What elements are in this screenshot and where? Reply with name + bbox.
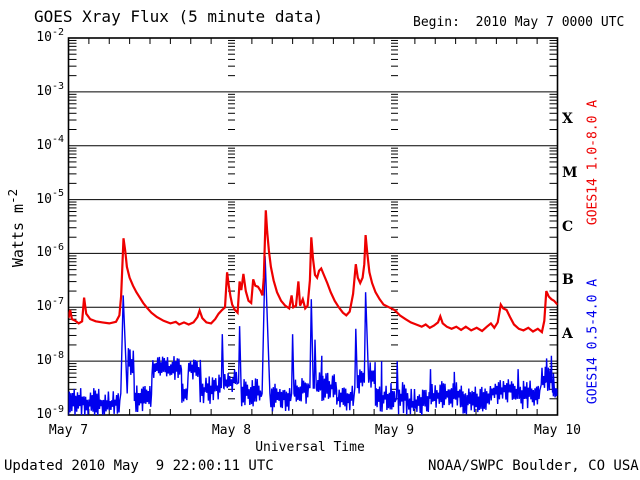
x-tick-label: May 7: [48, 423, 89, 438]
begin-time-label: Begin: 2010 May 7 0000 UTC: [413, 15, 625, 30]
chart-title: GOES Xray Flux (5 minute data): [34, 7, 323, 26]
x-tick-label: May 9: [374, 423, 415, 438]
flare-class-letter: B: [562, 272, 574, 289]
y-tick-label: 10-9: [36, 403, 64, 422]
y-tick-label: 10-8: [36, 349, 64, 369]
flare-class-letter: C: [562, 218, 574, 235]
series-label-short-channel: GOES14 0.5-4.0 A: [585, 278, 601, 405]
y-axis-title-exponent: -2: [5, 188, 20, 204]
x-tick-label: May 8: [211, 423, 252, 438]
flare-class-letter: X: [562, 110, 573, 127]
y-tick-label: 10-5: [36, 188, 64, 207]
flare-class-letter: M: [562, 164, 578, 181]
y-tick-label: 10-2: [36, 26, 64, 45]
y-tick-label: 10-4: [36, 134, 64, 153]
y-tick-label: 10-3: [36, 80, 64, 99]
updated-timestamp: Updated 2010 May 9 22:00:11 UTC: [4, 458, 274, 474]
credit-label: NOAA/SWPC Boulder, CO USA: [428, 458, 639, 474]
x-axis-title: Universal Time: [255, 440, 365, 455]
y-tick-label: 10-7: [36, 295, 64, 315]
x-tick-label: May 10: [534, 423, 581, 438]
y-tick-label: 10-6: [36, 242, 64, 261]
series-label-long-channel: GOES14 1.0-8.0 A: [585, 99, 601, 226]
y-axis-title: Watts m-2: [5, 163, 27, 293]
flare-class-letter: A: [562, 326, 573, 343]
y-axis-title-text: Watts m: [9, 203, 27, 268]
